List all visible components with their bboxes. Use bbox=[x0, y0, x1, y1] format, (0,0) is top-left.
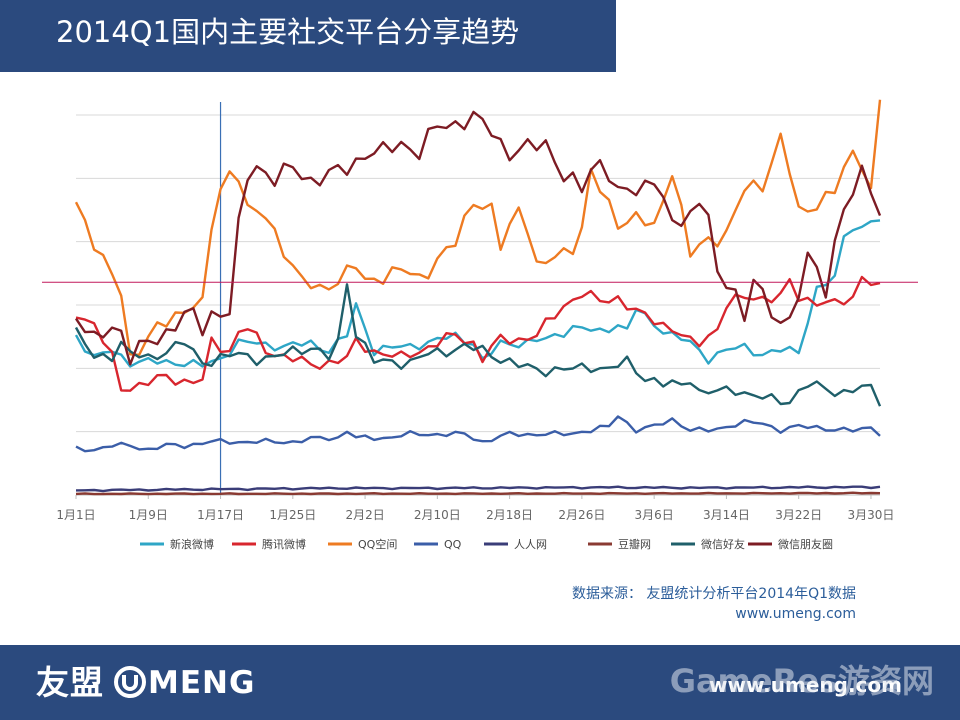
x-tick-label: 1月17日 bbox=[197, 508, 244, 522]
series-line-6 bbox=[75, 491, 881, 496]
page-title: 2014Q1国内主要社交平台分享趋势 bbox=[56, 15, 520, 49]
footer-url[interactable]: www.umeng.com bbox=[709, 673, 902, 697]
series-line-5 bbox=[75, 485, 881, 493]
x-tick-label: 2月26日 bbox=[558, 508, 605, 522]
series-line-1 bbox=[74, 219, 881, 368]
legend-label[interactable]: 人人网 bbox=[514, 538, 547, 551]
title-bar: 2014Q1国内主要社交平台分享趋势 bbox=[0, 0, 616, 72]
x-tick-label: 3月6日 bbox=[635, 508, 674, 522]
brand-logo-english: MENG bbox=[148, 665, 256, 701]
series-line-7 bbox=[74, 283, 882, 407]
x-tick-label: 3月30日 bbox=[848, 508, 895, 522]
x-tick-label: 1月9日 bbox=[129, 508, 168, 522]
x-tick-label: 1月1日 bbox=[56, 508, 95, 522]
x-tick-label: 2月18日 bbox=[486, 508, 533, 522]
x-tick-label: 3月22日 bbox=[775, 508, 822, 522]
legend-label[interactable]: 豆瓣网 bbox=[618, 537, 651, 551]
brand-logo-chinese: 友盟 bbox=[36, 663, 104, 702]
legend-label[interactable]: 腾讯微博 bbox=[262, 537, 306, 551]
series-line-8 bbox=[75, 110, 882, 366]
line-chart: 1月1日 1月9日 1月17日 1月25日 2月2日 2月10日 2月18日 2月26日 3月6… bbox=[42, 99, 918, 551]
series-line-3 bbox=[74, 99, 882, 356]
legend-label[interactable]: QQ空间 bbox=[358, 537, 397, 551]
x-tick-label: 3月14日 bbox=[703, 508, 750, 522]
legend-label[interactable]: 微信朋友圈 bbox=[778, 537, 833, 551]
x-tick-label: 2月2日 bbox=[345, 508, 384, 522]
legend-label[interactable]: QQ bbox=[444, 538, 462, 551]
data-source-url[interactable]: www.umeng.com bbox=[735, 606, 856, 622]
series-line-4 bbox=[75, 415, 881, 453]
footer-bar: 友盟 MENG www.umeng.com GameRes游资网 bbox=[0, 645, 960, 720]
umeng-u-icon bbox=[114, 666, 146, 698]
legend-label[interactable]: 微信好友 bbox=[701, 537, 745, 551]
x-tick-label: 2月10日 bbox=[414, 508, 461, 522]
data-source-note: 数据来源： 友盟统计分析平台2014年Q1数据 www.umeng.com bbox=[572, 584, 856, 624]
data-source-text: 数据来源： 友盟统计分析平台2014年Q1数据 bbox=[571, 586, 856, 602]
legend-label[interactable]: 新浪微博 bbox=[170, 537, 214, 551]
x-tick-label: 1月25日 bbox=[269, 508, 316, 522]
series-line-2 bbox=[75, 275, 881, 392]
